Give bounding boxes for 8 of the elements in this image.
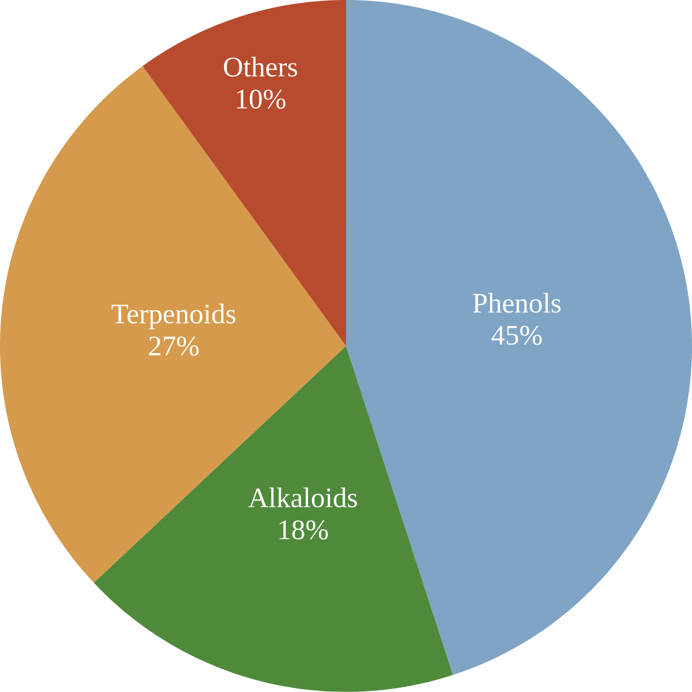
slice-label: Others bbox=[224, 56, 298, 77]
data-label: 27% bbox=[149, 336, 199, 356]
slice-label: Phenols bbox=[472, 292, 561, 313]
slice-label: Terpenoids bbox=[112, 304, 236, 330]
data-label: 45% bbox=[492, 326, 542, 345]
data-label: 18% bbox=[280, 520, 328, 540]
data-label: 10% bbox=[237, 90, 286, 109]
slice-label: Alkaloids bbox=[248, 488, 357, 508]
